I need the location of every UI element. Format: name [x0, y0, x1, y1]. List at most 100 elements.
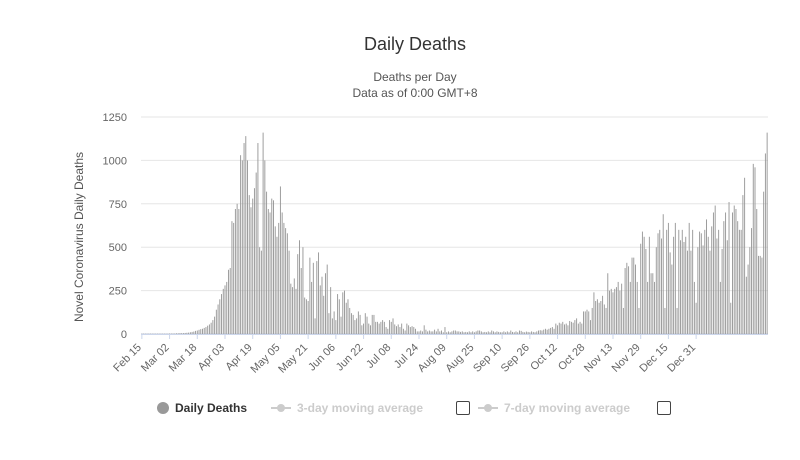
- bar[interactable]: [370, 325, 371, 334]
- bar[interactable]: [759, 255, 761, 334]
- bar[interactable]: [337, 294, 339, 334]
- bar[interactable]: [342, 292, 344, 334]
- bar[interactable]: [371, 314, 373, 334]
- bar[interactable]: [347, 299, 349, 334]
- bar[interactable]: [697, 247, 699, 334]
- bar[interactable]: [182, 333, 184, 334]
- bar[interactable]: [657, 233, 659, 334]
- bar[interactable]: [686, 250, 688, 334]
- bar[interactable]: [693, 281, 695, 334]
- legend-3day-ma[interactable]: 3-day moving average: [271, 398, 423, 418]
- bar[interactable]: [151, 333, 153, 335]
- bar[interactable]: [751, 228, 753, 334]
- bar[interactable]: [661, 238, 662, 334]
- bar[interactable]: [233, 222, 235, 334]
- bar[interactable]: [583, 311, 585, 334]
- bar[interactable]: [524, 332, 526, 334]
- bar[interactable]: [293, 278, 295, 334]
- bar[interactable]: [278, 222, 280, 334]
- bar[interactable]: [631, 257, 633, 334]
- bar[interactable]: [721, 248, 723, 334]
- bar[interactable]: [674, 222, 676, 334]
- bar[interactable]: [624, 268, 626, 334]
- bar[interactable]: [163, 333, 165, 335]
- bar[interactable]: [754, 167, 756, 334]
- bar[interactable]: [210, 322, 212, 334]
- bar[interactable]: [544, 328, 546, 334]
- bar[interactable]: [522, 331, 524, 334]
- bar[interactable]: [402, 328, 404, 334]
- bar[interactable]: [255, 172, 257, 334]
- bar[interactable]: [569, 320, 571, 334]
- bar[interactable]: [404, 330, 406, 334]
- bar[interactable]: [461, 331, 463, 334]
- bar[interactable]: [304, 297, 306, 334]
- bar[interactable]: [735, 209, 737, 334]
- bar[interactable]: [302, 247, 304, 334]
- bar[interactable]: [745, 276, 747, 334]
- bar[interactable]: [368, 323, 370, 334]
- bar[interactable]: [456, 331, 458, 334]
- bar[interactable]: [742, 195, 744, 334]
- bar[interactable]: [543, 329, 545, 334]
- bar[interactable]: [444, 327, 446, 334]
- bar[interactable]: [475, 331, 477, 334]
- bar[interactable]: [577, 323, 579, 334]
- legend-7day-ma[interactable]: 7-day moving average: [478, 398, 630, 418]
- bar[interactable]: [279, 186, 281, 334]
- bar[interactable]: [725, 212, 727, 334]
- bar[interactable]: [399, 327, 401, 334]
- bar[interactable]: [460, 331, 462, 334]
- bar[interactable]: [297, 254, 299, 334]
- bar[interactable]: [179, 333, 181, 334]
- checkbox-7day-ma[interactable]: [657, 401, 671, 415]
- bar[interactable]: [664, 307, 666, 334]
- bar[interactable]: [680, 240, 682, 334]
- bar[interactable]: [555, 323, 557, 334]
- bar[interactable]: [489, 332, 491, 334]
- bar[interactable]: [673, 236, 675, 334]
- bar[interactable]: [260, 250, 262, 334]
- bar[interactable]: [726, 240, 728, 334]
- bar[interactable]: [349, 307, 351, 334]
- bar[interactable]: [593, 292, 595, 334]
- bar[interactable]: [602, 295, 604, 334]
- bar[interactable]: [189, 332, 191, 334]
- bar[interactable]: [638, 307, 640, 334]
- bar[interactable]: [458, 331, 460, 334]
- bar[interactable]: [305, 299, 307, 334]
- bar[interactable]: [250, 207, 252, 334]
- bar[interactable]: [406, 323, 408, 334]
- bar[interactable]: [418, 331, 420, 334]
- bar[interactable]: [567, 325, 569, 334]
- bar[interactable]: [501, 332, 503, 334]
- bar[interactable]: [316, 261, 318, 334]
- bar[interactable]: [702, 245, 704, 334]
- bar[interactable]: [435, 331, 437, 334]
- bar[interactable]: [141, 333, 143, 335]
- bar[interactable]: [257, 143, 259, 334]
- bar[interactable]: [758, 255, 759, 334]
- bar[interactable]: [359, 314, 361, 334]
- bar[interactable]: [373, 314, 375, 334]
- bar[interactable]: [541, 330, 543, 334]
- bar[interactable]: [650, 273, 652, 334]
- checkbox-3day-ma[interactable]: [456, 401, 470, 415]
- bar[interactable]: [267, 209, 269, 334]
- bar[interactable]: [229, 268, 231, 334]
- bar[interactable]: [728, 202, 730, 334]
- bar[interactable]: [659, 229, 661, 334]
- bar[interactable]: [747, 264, 749, 334]
- bar[interactable]: [219, 299, 221, 334]
- bar[interactable]: [143, 333, 145, 335]
- bar[interactable]: [508, 332, 510, 334]
- bar[interactable]: [259, 247, 261, 334]
- bar[interactable]: [271, 198, 273, 334]
- bar[interactable]: [198, 329, 200, 334]
- bar[interactable]: [647, 281, 649, 334]
- bar[interactable]: [506, 331, 508, 334]
- bar[interactable]: [546, 329, 548, 334]
- bar[interactable]: [699, 231, 701, 334]
- bar[interactable]: [560, 323, 562, 334]
- bar[interactable]: [532, 331, 534, 334]
